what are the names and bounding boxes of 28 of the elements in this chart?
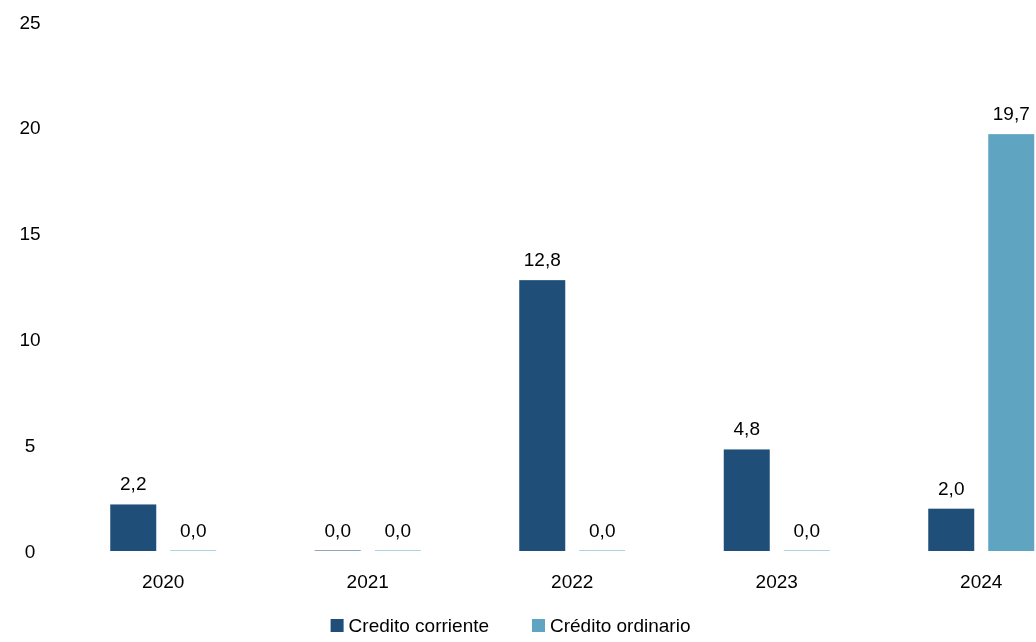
y-tick-label: 20: [19, 117, 41, 139]
data-label: 0,0: [324, 520, 351, 541]
data-label: 0,0: [589, 520, 616, 541]
x-tick-label: 2022: [551, 571, 594, 592]
y-tick-label: 10: [19, 329, 41, 351]
y-tick-label: 5: [24, 434, 36, 456]
x-tick-label: 2024: [960, 571, 1003, 592]
data-label: 0,0: [384, 520, 411, 541]
data-label: 19,7: [992, 103, 1030, 125]
bar: [928, 508, 975, 551]
data-label: 4,8: [733, 418, 760, 440]
legend-label: Credito corriente: [348, 615, 490, 636]
bar: [110, 504, 157, 551]
data-label: 0,0: [180, 520, 207, 541]
bar: [723, 449, 770, 551]
bar: [988, 134, 1035, 551]
y-tick-label: 0: [24, 540, 36, 562]
y-tick-label: 25: [19, 11, 41, 33]
y-tick-label: 15: [19, 223, 41, 245]
x-tick-label: 2023: [755, 571, 798, 592]
legend-label: Crédito ordinario: [550, 615, 691, 636]
data-label: 2,0: [938, 477, 965, 499]
bar: [519, 280, 566, 551]
x-tick-label: 2020: [142, 571, 185, 592]
data-label: 0,0: [793, 520, 820, 541]
data-label: 12,8: [523, 249, 561, 271]
data-label: 2,2: [120, 473, 147, 495]
x-tick-label: 2021: [346, 571, 389, 592]
